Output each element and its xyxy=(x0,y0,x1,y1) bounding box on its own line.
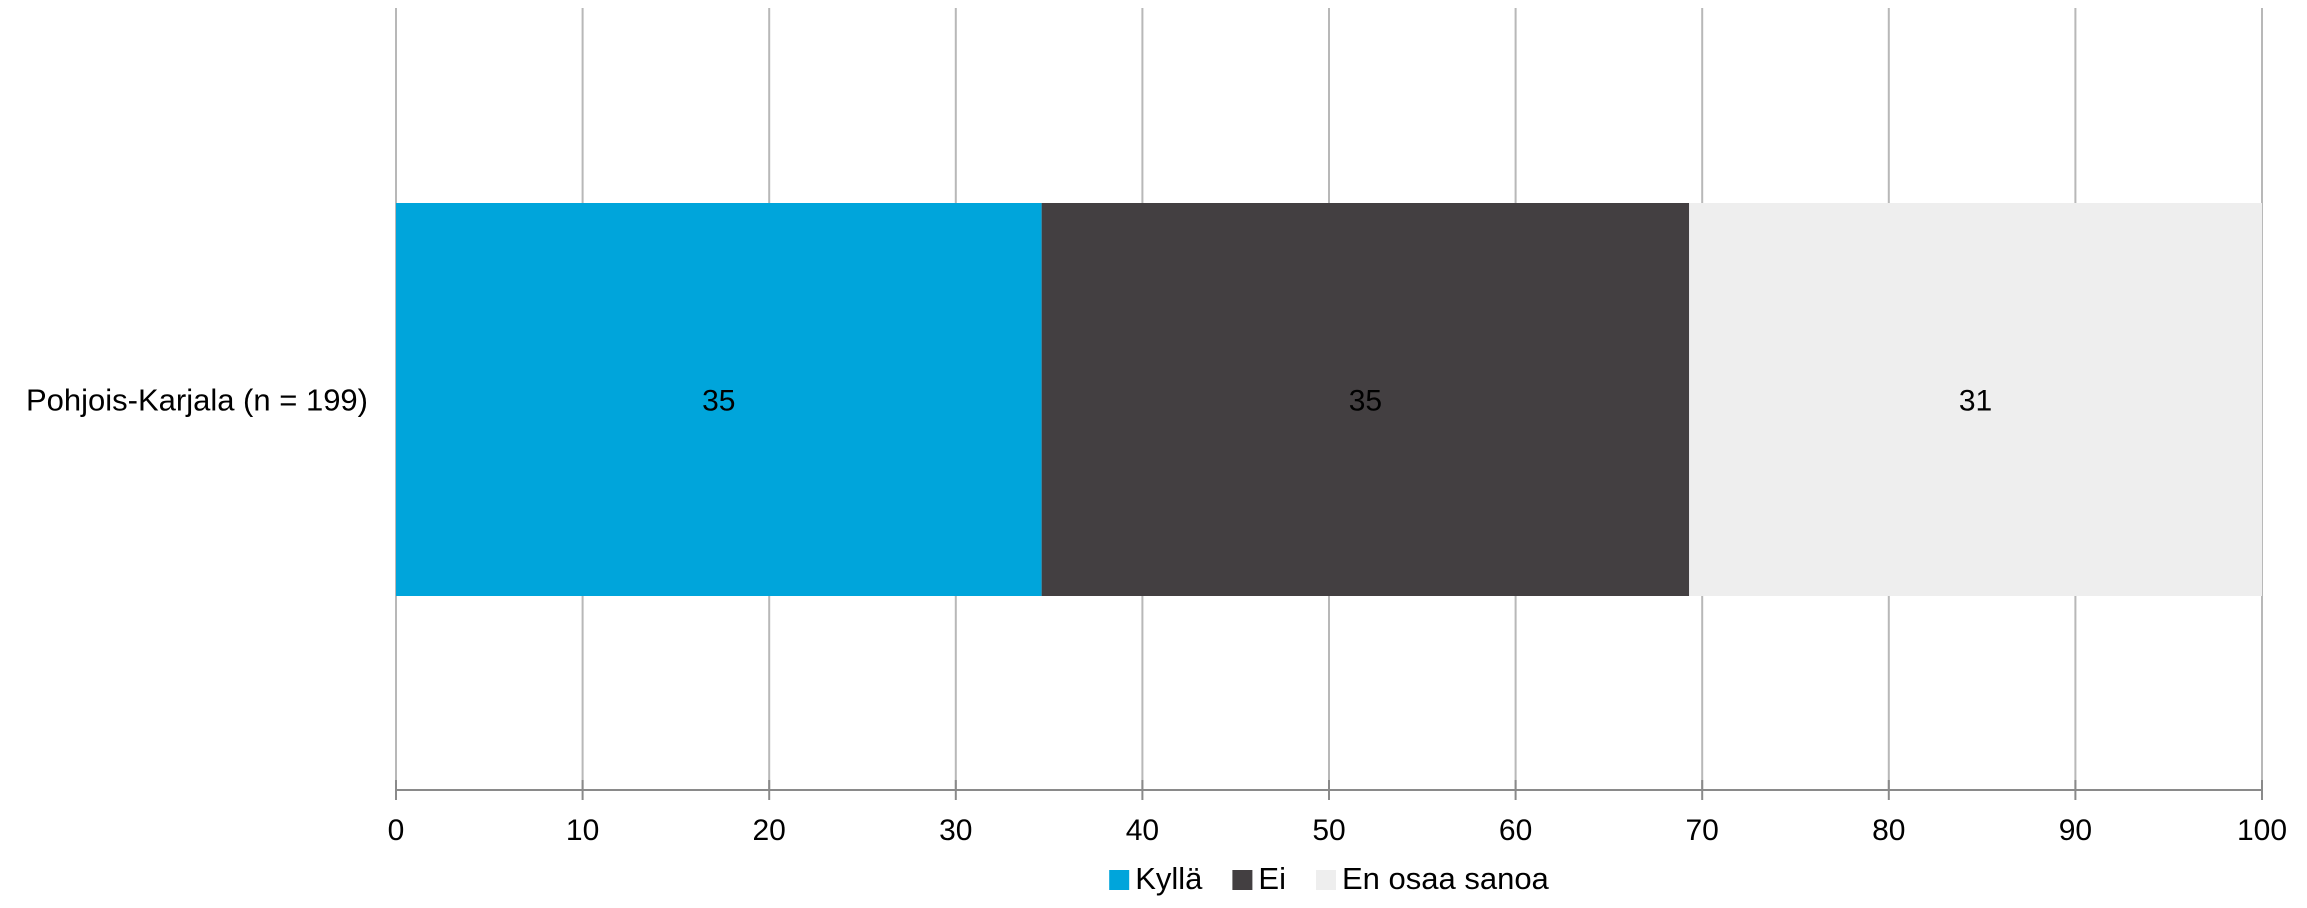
data-label: 31 xyxy=(1959,385,1992,418)
x-tick-label: 100 xyxy=(2237,814,2287,847)
category-labels: Pohjois-Karjala (n = 199) xyxy=(26,383,368,418)
legend-label: En osaa sanoa xyxy=(1342,861,1550,896)
x-tick-label: 0 xyxy=(388,814,405,847)
legend-swatch xyxy=(1109,870,1130,890)
legend-label: Ei xyxy=(1258,861,1286,896)
x-tick-label: 30 xyxy=(939,814,972,847)
x-tick-label: 60 xyxy=(1499,814,1532,847)
bar-segment xyxy=(1041,203,1690,596)
legend: Kyllä Ei En osaa sanoa xyxy=(1109,861,1550,896)
x-tick-label: 70 xyxy=(1686,814,1719,847)
x-tick-label: 20 xyxy=(753,814,786,847)
legend-label: Kyllä xyxy=(1135,861,1203,896)
bar-segment xyxy=(396,203,1042,596)
legend-swatch xyxy=(1315,870,1336,890)
x-axis: 0 10 20 30 40 50 60 70 80 90 100 xyxy=(388,780,2287,847)
x-tick-label: 90 xyxy=(2059,814,2092,847)
data-label: 35 xyxy=(1349,385,1382,418)
x-tick-label: 80 xyxy=(1872,814,1905,847)
x-tick-label: 40 xyxy=(1126,814,1159,847)
x-tick-label: 50 xyxy=(1312,814,1345,847)
category-label: Pohjois-Karjala (n = 199) xyxy=(26,383,368,418)
bar-segment xyxy=(1689,203,2262,596)
x-tick-label: 10 xyxy=(566,814,599,847)
legend-swatch xyxy=(1232,870,1253,890)
bars: 35 35 31 xyxy=(396,203,2262,596)
data-label: 35 xyxy=(702,385,735,418)
